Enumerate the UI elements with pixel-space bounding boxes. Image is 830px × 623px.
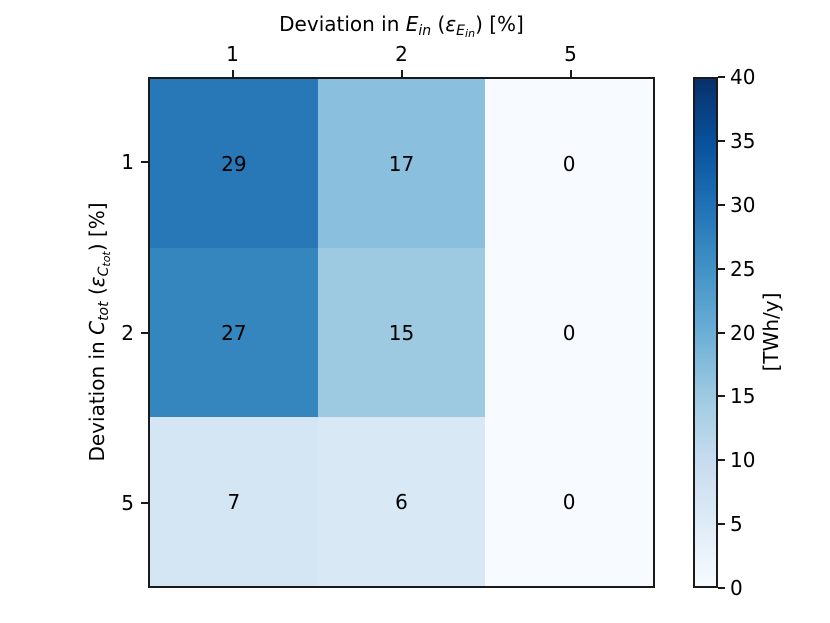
cell-value: 6 [395,489,408,514]
colorbar-tick-mark [718,523,725,526]
colorbar [693,77,718,588]
y-tick-label: 1 [121,150,134,175]
colorbar-tick-label: 25 [730,256,756,281]
x-tick-mark [569,70,572,77]
x-tick-label: 5 [564,42,577,66]
cell-value: 17 [388,151,415,176]
heatmap-plot: 29 17 0 27 15 0 7 6 0 [148,77,655,588]
colorbar-tick-mark [718,203,725,206]
x-tick-label: 2 [395,42,408,66]
colorbar-tick-mark [718,76,725,78]
title-segment: in [465,27,476,40]
heatmap-cell: 17 [317,79,486,248]
y-tick-mark [141,161,148,164]
colorbar-label: [TWh/y] [759,292,783,372]
colorbar-tick-label: 5 [730,512,743,537]
x-tick-labels: 1 2 5 [148,41,655,67]
title-segment: ε [85,276,109,288]
colorbar-tick-mark [718,395,725,398]
title-segment: ( [85,287,109,302]
colorbar-tick-marks [718,76,725,589]
title-segment: ) [%] [475,12,524,36]
y-tick-mark [141,501,148,504]
cell-value: 15 [388,320,415,345]
title-segment: E [456,23,466,39]
heatmap-grid: 29 17 0 27 15 0 7 6 0 [150,79,653,586]
y-tick-label: 2 [121,320,134,345]
title-segment: ) [%] [85,202,109,252]
colorbar-tick-label: 35 [730,128,756,153]
y-tick-marks [141,77,148,588]
cell-value: 0 [562,320,576,345]
heatmap-cell: 15 [317,248,486,417]
colorbar-tick-label: 10 [730,448,756,473]
x-tick-mark [400,70,403,77]
heatmap-cell: 0 [485,417,653,586]
title-segment: ε [445,12,457,36]
title-segment: tot [96,301,112,321]
title-segment: Deviation in [85,334,109,462]
colorbar-tick-label: 40 [730,65,756,89]
heatmap-cell: 6 [317,417,486,586]
colorbar-tick-labels: 0 5 10 15 20 25 30 35 40 [730,67,790,598]
heatmap-cell: 7 [150,417,318,586]
heatmap-cell: 27 [150,248,318,417]
title-segment: C [85,320,109,335]
heatmap-cell: 0 [485,248,653,417]
x-tick-label: 1 [226,42,239,66]
colorbar-tick-mark [718,267,725,270]
colorbar-tick-label: 15 [730,384,756,409]
cell-value: 27 [221,320,247,345]
colorbar-tick-mark [718,331,725,334]
y-tick-labels: 1 2 5 [92,77,134,588]
x-axis-title: Deviation in Ein (εEin) [%] [148,12,655,40]
heatmap-cell: 0 [485,79,653,248]
heatmap-cell: 29 [150,79,318,248]
title-segment: in [418,23,432,39]
title-segment: C [96,266,112,277]
colorbar-tick-mark [718,587,725,589]
cell-value: 0 [562,151,576,176]
cell-value: 7 [227,489,241,514]
x-tick-marks [148,70,655,77]
colorbar-tick-mark [718,139,725,142]
colorbar-tick-label: 0 [730,576,743,600]
colorbar-tick-mark [718,459,725,462]
title-segment: E [405,12,419,36]
title-segment: tot [100,251,113,267]
y-axis-title: Deviation in Ctot (εCtot) [%] [85,202,113,461]
title-segment: Deviation in [279,12,406,36]
cell-value: 0 [562,489,576,514]
title-segment: ( [431,12,446,36]
colorbar-tick-label: 30 [730,192,756,217]
colorbar-tick-label: 20 [730,320,756,345]
x-tick-mark [231,70,234,77]
cell-value: 29 [221,151,247,176]
y-tick-label: 5 [121,490,134,515]
y-tick-mark [141,331,148,334]
